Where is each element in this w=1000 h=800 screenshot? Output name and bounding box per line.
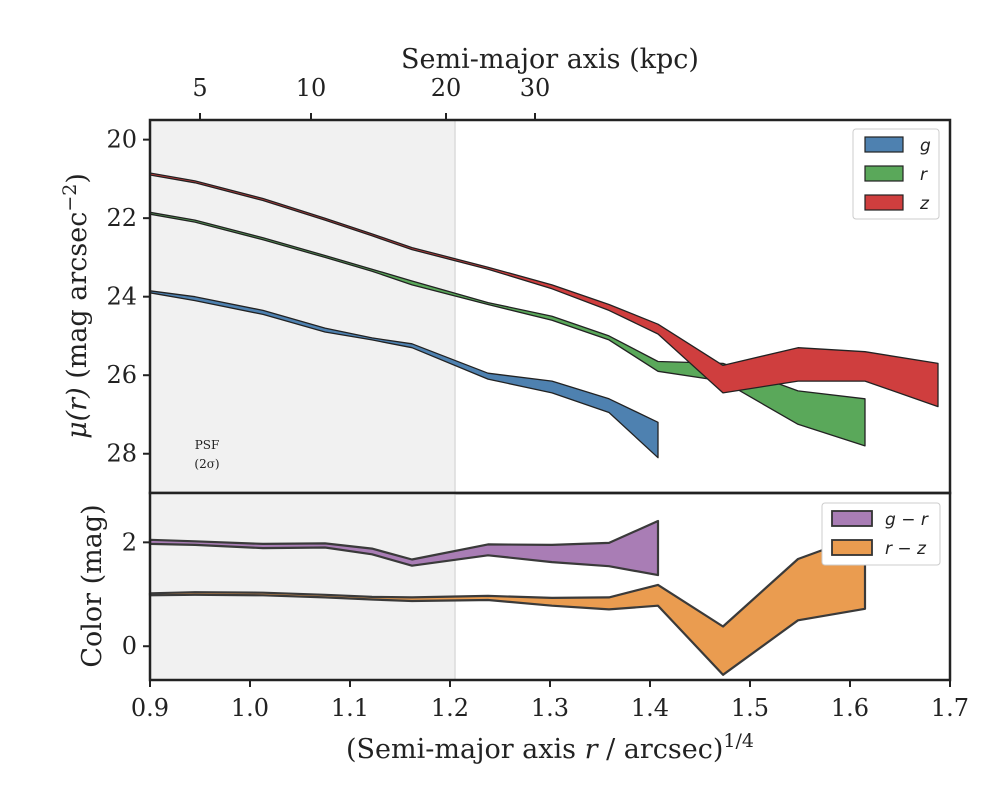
top-legend: g r z: [852, 128, 940, 220]
top-y-axis-label: μ(r) (mag arcsec−2): [59, 173, 93, 439]
bottom-psf-shade: [150, 493, 455, 680]
legend-swatch-g-minus-r: [831, 510, 873, 527]
bottom-series-group: [148, 519, 867, 676]
bottom-x-tick-label-0-9: 0.9: [131, 694, 169, 722]
legend-label-z: z: [919, 194, 930, 214]
bottom-x-tick-label-1-0: 1.0: [231, 694, 269, 722]
top-band-g: [149, 290, 659, 459]
bottom-x-axis: 0.9 1.0 1.1 1.2 1.3 1.4 1.5 1.6 1.7: [131, 680, 969, 722]
top-x-tick-label-10: 10: [296, 74, 327, 102]
top-panel: 20 22 24 26 28 5 10 20 30 Semi-major axis (kpc)…: [59, 44, 952, 495]
legend-label-r-minus-z: r − z: [885, 539, 927, 559]
top-x-tick-label-20: 20: [431, 74, 462, 102]
bottom-x-tick-label-1-3: 1.3: [531, 694, 569, 722]
bottom-x-tick-label-1-1: 1.1: [331, 694, 369, 722]
legend-label-g-minus-r: g − r: [885, 510, 929, 530]
top-x-axis-label: Semi-major axis (kpc): [401, 44, 699, 75]
bottom-panel: 02 0.9 1.0 1.1 1.2 1.3 1.4 1.5 1.6 1.7 Color (ma…: [77, 491, 969, 765]
bottom-band-r-z: [148, 533, 867, 676]
bottom-x-tick-label-1-4: 1.4: [631, 694, 669, 722]
bottom-y-tick-label-2: 2: [122, 528, 137, 556]
bottom-x-axis-label: (Semi-major axis r / arcsec)1/4: [346, 730, 754, 765]
bottom-legend: g − r r − z: [821, 502, 941, 566]
top-y-tick-label-22: 22: [106, 204, 137, 232]
bottom-x-tick-label-1-7: 1.7: [931, 694, 969, 722]
top-y-tick-label-24: 24: [106, 283, 137, 311]
bottom-band-g-r: [148, 519, 660, 577]
top-x-tick-label-5: 5: [192, 74, 207, 102]
legend-label-g: g: [920, 136, 931, 156]
top-x-tick-label-30: 30: [520, 74, 551, 102]
top-y-tick-label-20: 20: [106, 126, 137, 154]
legend-label-r: r: [920, 165, 928, 185]
bottom-y-axis: 02: [122, 528, 150, 660]
top-y-tick-label-26: 26: [106, 361, 137, 389]
bottom-x-tick-label-1-6: 1.6: [831, 694, 869, 722]
legend-swatch-r-minus-z: [831, 539, 873, 556]
legend-swatch-r: [864, 165, 904, 182]
top-band-z: [149, 172, 939, 408]
bottom-x-tick-label-1-2: 1.2: [431, 694, 469, 722]
top-y-axis: 20 22 24 26 28: [106, 126, 150, 468]
top-series-group: [149, 172, 939, 459]
bottom-x-tick-label-1-5: 1.5: [731, 694, 769, 722]
top-band-r: [149, 211, 866, 447]
bottom-y-tick-label-0: 0: [122, 632, 137, 660]
bottom-y-axis-label: Color (mag): [77, 504, 108, 667]
legend-swatch-g: [864, 136, 904, 153]
top-secondary-x-axis: 5 10 20 30: [192, 74, 550, 120]
psf-label-line1: PSF: [195, 438, 220, 452]
legend-swatch-z: [864, 194, 904, 211]
top-y-tick-label-28: 28: [106, 440, 137, 468]
psf-label-line2: (2σ): [194, 457, 219, 471]
